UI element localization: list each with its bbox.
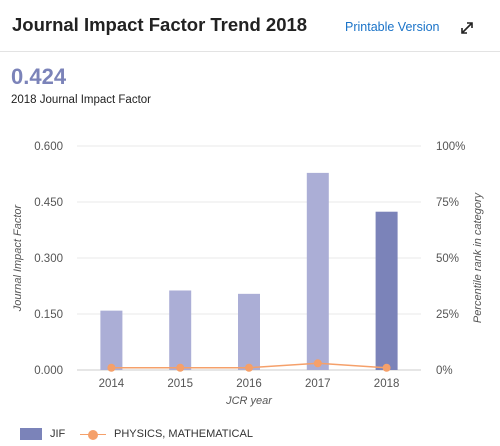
x-tick-label: 2017 [305,378,331,390]
legend-swatch-category [80,428,106,440]
y2-tick-label: 75% [436,197,459,209]
y-axis-title: Journal Impact Factor [12,203,24,312]
x-tick-label: 2014 [99,378,125,390]
percentile-point-2014 [107,363,116,372]
y-tick-label: 0.300 [34,253,63,265]
y2-tick-label: 0% [436,365,453,377]
x-tick-label: 2018 [374,378,400,390]
printable-version-link[interactable]: Printable Version [345,20,440,34]
y2-axis-title: Percentile rank in category [472,191,484,323]
jif-value: 0.424 [11,64,67,89]
expand-arrows-icon[interactable] [459,20,475,36]
x-tick-label: 2015 [167,378,193,390]
y2-tick-label: 25% [436,309,459,321]
jif-trend-chart: 0.000 0.150 0.300 0.450 0.600 0% 25% 50% 75% 100%… [12,141,484,407]
bar-2015 [169,290,192,370]
percentile-point-2015 [176,363,185,372]
x-tick-label: 2016 [236,378,262,390]
card-title: Journal Impact Factor Trend 2018 [12,14,308,35]
y2-tick-label: 100% [436,141,465,153]
y2-tick-label: 50% [436,253,459,265]
chart-legend: JIF PHYSICS, MATHEMATICAL [14,426,494,442]
y-tick-label: 0.150 [34,309,63,321]
legend-label-jif: JIF [50,428,66,440]
bar-2017 [306,172,329,370]
legend-swatch-jif [20,428,42,440]
card-header: Journal Impact Factor Trend 2018 Printab… [0,0,500,52]
percentile-point-2018 [382,363,391,372]
legend-label-category: PHYSICS, MATHEMATICAL [114,428,253,440]
legend-item-jif[interactable]: JIF [20,426,65,442]
legend-item-category[interactable]: PHYSICS, MATHEMATICAL [80,426,253,442]
bar-2014 [100,310,123,370]
y-tick-label: 0.000 [34,365,63,377]
bar-2016 [238,293,260,370]
bar-2018 [375,211,398,370]
percentile-point-2017 [313,359,322,368]
percentile-point-2016 [245,363,253,372]
y-tick-label: 0.600 [34,141,63,153]
x-axis-title: JCR year [225,395,273,407]
jif-caption: 2018 Journal Impact Factor [11,94,151,106]
y-tick-label: 0.450 [34,197,63,209]
